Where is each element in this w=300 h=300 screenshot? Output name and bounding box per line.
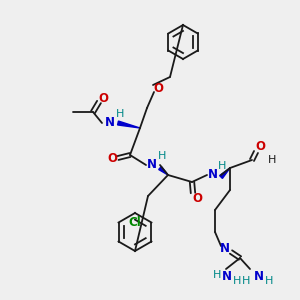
Text: N: N (254, 269, 264, 283)
Polygon shape (118, 121, 140, 128)
Text: H: H (218, 161, 226, 171)
Text: O: O (107, 152, 117, 164)
Polygon shape (220, 168, 230, 178)
Text: N: N (220, 242, 230, 254)
Text: H: H (158, 151, 166, 161)
Text: N: N (147, 158, 157, 172)
Text: O: O (153, 82, 163, 94)
Polygon shape (159, 167, 168, 175)
Text: H: H (242, 276, 250, 286)
Text: H: H (268, 155, 276, 165)
Text: H: H (233, 276, 241, 286)
Text: N: N (222, 269, 232, 283)
Text: H: H (116, 109, 124, 119)
Text: H: H (213, 270, 221, 280)
Text: O: O (98, 92, 108, 104)
Text: O: O (255, 140, 265, 154)
Text: Cl: Cl (129, 217, 141, 230)
Text: O: O (192, 191, 202, 205)
Text: N: N (105, 116, 115, 130)
Text: H: H (265, 276, 273, 286)
Text: N: N (208, 169, 218, 182)
